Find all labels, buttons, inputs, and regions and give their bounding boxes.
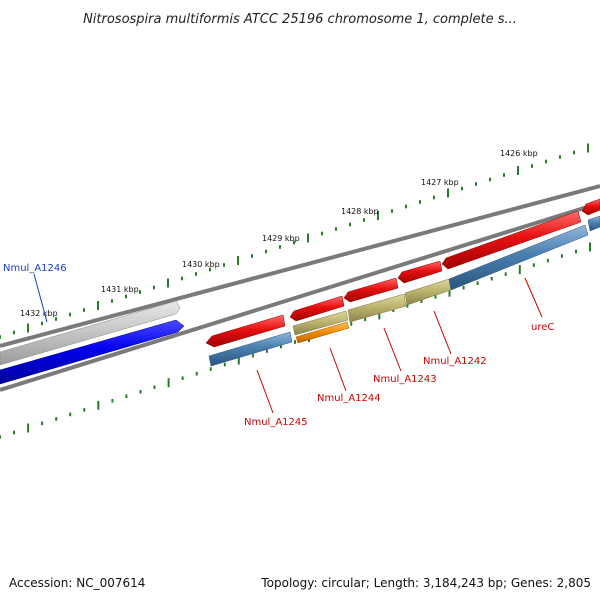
tick-label-1429: 1429 kbp	[262, 234, 300, 243]
tick-label-1427: 1427 kbp	[421, 178, 459, 187]
cds-Nmul_A1245[interactable]	[205, 314, 286, 348]
gene-label-Nmul_A1244[interactable]: Nmul_A1244	[317, 393, 381, 404]
ruler-lower	[0, 242, 591, 439]
callout-line-Nmul_A1244	[329, 347, 347, 392]
callout-line-ureC	[524, 277, 543, 318]
cds-next[interactable]	[581, 198, 600, 216]
tick-label-1431: 1431 kbp	[101, 285, 139, 294]
misc-feature-Nmul_A1244[interactable]	[295, 321, 350, 344]
domain-Nmul_A1243[interactable]	[347, 293, 407, 323]
genome-summary-text: Topology: circular; Length: 3,184,243 bp…	[260, 576, 591, 590]
ruler-upper	[0, 143, 589, 339]
gene-label-Nmul_A1245[interactable]: Nmul_A1245	[244, 417, 308, 428]
cds-ureC[interactable]	[441, 210, 582, 270]
callout-line-Nmul_A1245	[256, 369, 274, 414]
callout-line-Nmul_A1243	[383, 327, 402, 372]
cds-Nmul_A1243[interactable]	[343, 277, 399, 303]
gene-label-ureC[interactable]: ureC	[531, 322, 554, 333]
page-title: Nitrosospira multiformis ATCC 25196 chro…	[83, 12, 517, 27]
gene-Nmul_A1245[interactable]	[208, 331, 293, 367]
cds-Nmul_A1244[interactable]	[289, 295, 345, 322]
domain-Nmul_A1244[interactable]	[292, 310, 349, 336]
tick-label-1430: 1430 kbp	[182, 260, 220, 269]
callout-line-Nmul_A1242	[433, 310, 452, 355]
gene-label-Nmul_A1246[interactable]: Nmul_A1246	[3, 263, 67, 274]
backbone-upper	[0, 184, 600, 348]
gene-gray-feature[interactable]	[0, 300, 181, 366]
gene-label-Nmul_A1242[interactable]: Nmul_A1242	[423, 356, 487, 367]
backbone-lower	[0, 201, 600, 392]
gene-Nmul_A1246[interactable]	[0, 319, 185, 385]
gene-label-Nmul_A1243[interactable]: Nmul_A1243	[373, 374, 437, 385]
gene-ureC[interactable]	[448, 224, 589, 291]
gene-next[interactable]	[587, 215, 600, 232]
tick-label-1426: 1426 kbp	[500, 149, 538, 158]
accession-text: Accession: NC_007614	[9, 576, 145, 590]
callout-line-Nmul_A1246	[33, 273, 48, 323]
domain-Nmul_A1242[interactable]	[404, 278, 452, 306]
tick-label-1428: 1428 kbp	[341, 207, 379, 216]
cds-Nmul_A1242[interactable]	[397, 260, 443, 284]
tick-label-1432: 1432 kbp	[20, 309, 58, 318]
